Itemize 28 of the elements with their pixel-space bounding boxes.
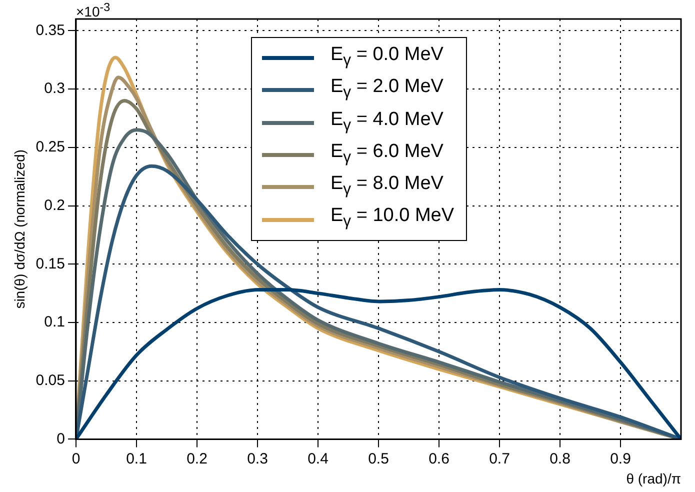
legend-label: E$_{γ}$ = 8.0 MeV — [330, 172, 444, 200]
x-tick-label: 0.3 — [247, 450, 268, 468]
y-tick-label: 0.35 — [36, 22, 65, 39]
y-tick-label: 0.1 — [44, 314, 65, 331]
legend-label: E$_{γ}$ = 6.0 MeV — [330, 140, 444, 168]
y-tick-label: 0 — [56, 430, 65, 448]
annotation: ×10$^{-3}$ — [76, 1, 110, 20]
line-series — [76, 288, 681, 440]
legend-label: E$_{γ}$ = 10.0 MeV — [330, 204, 454, 232]
legend-label: E$_{γ}$ = 2.0 MeV — [330, 75, 444, 104]
legend-label: E$_{γ}$ = 4.0 MeV — [330, 108, 444, 136]
y-tick-label: 0.05 — [36, 372, 65, 389]
x-tick-label: 0.5 — [368, 450, 389, 468]
x-tick-label: 0.7 — [489, 450, 510, 468]
y-tick-label: 0.15 — [36, 255, 65, 272]
x-axis-title: θ (rad)/π — [626, 470, 682, 486]
x-tick-label: 0.8 — [550, 450, 570, 468]
x-tick-label: 0.2 — [186, 450, 208, 468]
x-tick-label: 0.9 — [610, 450, 631, 468]
y-axis-title: sin(θ) dσ/dΩ (normalized) — [11, 150, 28, 309]
x-tick-label: 0.1 — [126, 450, 147, 468]
y-tick-label: 0.2 — [44, 196, 65, 214]
x-tick-label: 0 — [72, 450, 80, 468]
y-tick-label: 0.25 — [36, 138, 65, 156]
y-tick-label: 0.3 — [44, 80, 65, 98]
x-tick-label: 0.4 — [308, 450, 328, 468]
x-tick-label: 0.6 — [428, 450, 450, 468]
legend-label: E$_{γ}$ = 0.0 MeV — [330, 43, 444, 71]
